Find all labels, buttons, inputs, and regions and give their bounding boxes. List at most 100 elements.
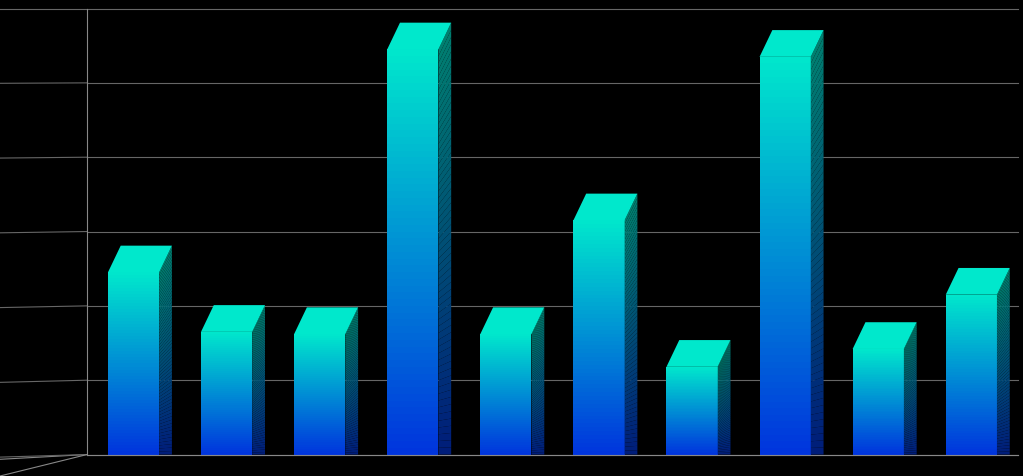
Bar bbox=[759, 170, 811, 177]
Polygon shape bbox=[625, 233, 637, 260]
Bar bbox=[666, 404, 718, 405]
Bar bbox=[294, 358, 346, 360]
Bar bbox=[387, 57, 439, 64]
Bar bbox=[945, 308, 997, 311]
Polygon shape bbox=[160, 316, 172, 337]
Polygon shape bbox=[811, 52, 824, 84]
Bar bbox=[107, 324, 160, 327]
Bar bbox=[852, 412, 904, 414]
Polygon shape bbox=[253, 383, 265, 397]
Polygon shape bbox=[160, 371, 172, 385]
Polygon shape bbox=[625, 337, 637, 353]
Polygon shape bbox=[253, 420, 265, 428]
Bar bbox=[480, 348, 532, 350]
Bar bbox=[852, 446, 904, 447]
Bar bbox=[945, 426, 997, 428]
Polygon shape bbox=[718, 432, 730, 438]
Polygon shape bbox=[625, 229, 637, 256]
Polygon shape bbox=[346, 406, 358, 416]
Polygon shape bbox=[160, 361, 172, 376]
Bar bbox=[107, 376, 160, 379]
Bar bbox=[480, 446, 532, 448]
Bar bbox=[294, 410, 346, 413]
Bar bbox=[759, 342, 811, 349]
Bar bbox=[480, 350, 532, 352]
Bar bbox=[294, 423, 346, 425]
Bar bbox=[573, 244, 625, 248]
Polygon shape bbox=[160, 413, 172, 421]
Bar bbox=[945, 449, 997, 452]
Bar bbox=[480, 428, 532, 431]
Bar bbox=[666, 385, 718, 386]
Bar bbox=[201, 432, 253, 434]
Polygon shape bbox=[997, 420, 1010, 428]
Bar bbox=[201, 365, 253, 367]
Polygon shape bbox=[346, 322, 358, 348]
Bar bbox=[107, 443, 160, 446]
Bar bbox=[387, 374, 439, 380]
Polygon shape bbox=[625, 437, 637, 443]
Bar bbox=[294, 400, 346, 403]
Bar bbox=[852, 451, 904, 453]
Bar bbox=[759, 283, 811, 289]
Bar bbox=[387, 354, 439, 360]
Bar bbox=[480, 453, 532, 455]
Bar bbox=[666, 434, 718, 436]
Bar bbox=[107, 355, 160, 357]
Bar bbox=[387, 205, 439, 212]
Polygon shape bbox=[253, 350, 265, 371]
Bar bbox=[294, 385, 346, 387]
Polygon shape bbox=[253, 395, 265, 407]
Bar bbox=[294, 388, 346, 390]
Bar bbox=[294, 425, 346, 426]
Polygon shape bbox=[346, 447, 358, 451]
Polygon shape bbox=[811, 363, 824, 375]
Bar bbox=[666, 416, 718, 418]
Polygon shape bbox=[904, 382, 917, 398]
Bar bbox=[201, 396, 253, 397]
Bar bbox=[201, 450, 253, 453]
Polygon shape bbox=[718, 424, 730, 433]
Polygon shape bbox=[253, 405, 265, 416]
Bar bbox=[201, 406, 253, 407]
Polygon shape bbox=[439, 232, 451, 252]
Polygon shape bbox=[625, 207, 637, 237]
Bar bbox=[387, 367, 439, 374]
Polygon shape bbox=[160, 382, 172, 394]
Polygon shape bbox=[346, 313, 358, 340]
Polygon shape bbox=[532, 327, 544, 352]
Bar bbox=[480, 377, 532, 378]
Bar bbox=[294, 355, 346, 357]
Polygon shape bbox=[439, 52, 451, 84]
Polygon shape bbox=[811, 215, 824, 236]
Polygon shape bbox=[253, 308, 265, 336]
Polygon shape bbox=[253, 427, 265, 434]
Bar bbox=[480, 347, 532, 348]
Polygon shape bbox=[625, 242, 637, 268]
Polygon shape bbox=[160, 385, 172, 397]
Polygon shape bbox=[997, 393, 1010, 404]
Polygon shape bbox=[904, 367, 917, 386]
Bar bbox=[107, 300, 160, 303]
Polygon shape bbox=[439, 210, 451, 232]
Polygon shape bbox=[160, 291, 172, 315]
Polygon shape bbox=[997, 299, 1010, 324]
Polygon shape bbox=[439, 411, 451, 421]
Polygon shape bbox=[439, 160, 451, 185]
Polygon shape bbox=[346, 452, 358, 455]
Polygon shape bbox=[904, 351, 917, 374]
Polygon shape bbox=[811, 236, 824, 256]
Bar bbox=[107, 448, 160, 452]
Polygon shape bbox=[253, 387, 265, 402]
Polygon shape bbox=[439, 110, 451, 138]
Polygon shape bbox=[811, 137, 824, 164]
Polygon shape bbox=[904, 424, 917, 432]
Polygon shape bbox=[346, 367, 358, 385]
Polygon shape bbox=[997, 380, 1010, 394]
Polygon shape bbox=[625, 255, 637, 279]
Bar bbox=[759, 249, 811, 256]
Bar bbox=[201, 340, 253, 342]
Polygon shape bbox=[625, 290, 637, 310]
Bar bbox=[107, 337, 160, 339]
Bar bbox=[387, 394, 439, 401]
